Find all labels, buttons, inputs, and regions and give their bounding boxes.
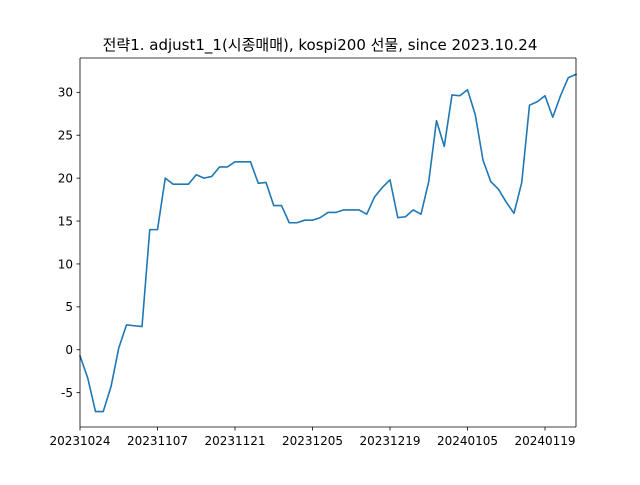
x-tick-label: 20240119 <box>514 434 575 448</box>
x-tick-label: 20240105 <box>437 434 498 448</box>
x-tick-label: 20231024 <box>49 434 110 448</box>
x-tick-label: 20231205 <box>282 434 343 448</box>
y-tick-label: 20 <box>58 171 73 185</box>
x-tick-label: 20231107 <box>127 434 188 448</box>
chart-title: 전략1. adjust1_1(시종매매), kospi200 선물, since… <box>103 36 538 55</box>
y-tick-label: 15 <box>58 214 73 228</box>
series-line <box>78 73 578 413</box>
y-tick-label: 30 <box>58 86 73 100</box>
y-tick-label: 0 <box>65 343 73 357</box>
y-tick-label: -5 <box>61 386 73 400</box>
y-tick-label: 25 <box>58 129 73 143</box>
y-tick-label: 5 <box>65 300 73 314</box>
plot-area: -5 0 5 10 15 20 25 30 20231024 20231107 20231121 20… <box>49 57 578 448</box>
x-tick-label: 20231219 <box>359 434 420 448</box>
y-tick-label: 10 <box>58 257 73 271</box>
x-tick-label: 20231121 <box>204 434 265 448</box>
